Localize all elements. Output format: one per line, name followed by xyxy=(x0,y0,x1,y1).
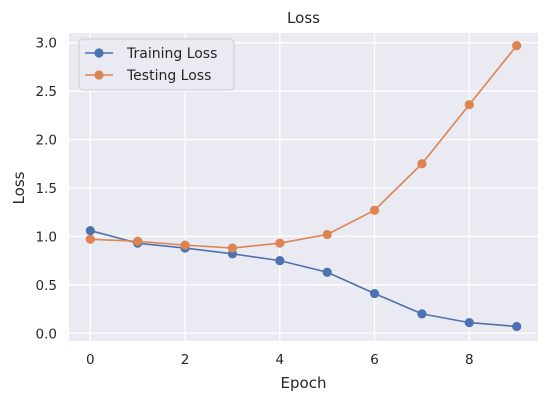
testing-loss-point xyxy=(322,229,332,240)
x-axis-label: Epoch xyxy=(281,374,327,392)
y-tick-label: 2.5 xyxy=(36,84,57,100)
x-tick-label: 2 xyxy=(181,352,190,368)
training-loss-point xyxy=(512,321,522,332)
legend-testing-loss-label: Testing Loss xyxy=(126,68,211,84)
x-tick-label: 8 xyxy=(465,352,474,368)
testing-loss-point xyxy=(275,238,285,248)
y-axis-label: Loss xyxy=(10,171,28,204)
legend-training-loss-marker xyxy=(94,48,104,58)
testing-loss-point xyxy=(369,205,380,215)
testing-loss-point xyxy=(417,159,427,169)
testing-loss-point xyxy=(227,243,238,253)
legend-training-loss-label: Training Loss xyxy=(126,46,217,62)
training-loss-point xyxy=(464,317,474,328)
x-tick-label: 6 xyxy=(370,352,379,368)
y-tick-label: 0.5 xyxy=(36,278,57,294)
testing-loss-point xyxy=(85,234,95,244)
x-tick-label: 4 xyxy=(276,352,285,368)
y-tick-label: 3.0 xyxy=(36,36,57,52)
chart-title: Loss xyxy=(287,9,320,27)
testing-loss-line xyxy=(90,45,518,249)
training-loss-point xyxy=(85,225,95,236)
testing-loss-point xyxy=(512,40,522,51)
legend-testing-loss-marker xyxy=(94,70,104,80)
y-tick-label: 2.0 xyxy=(36,133,57,149)
training-loss-line xyxy=(90,229,517,328)
legend-box xyxy=(78,38,235,91)
y-tick-label: 0.0 xyxy=(36,326,57,342)
x-tick-label: 0 xyxy=(86,352,95,368)
testing-loss-point xyxy=(464,100,474,110)
plot-area: 0 2 4 6 8 0.0 0.5 1.0 1.5 2.0 2.5 3.0 xyxy=(36,33,538,368)
testing-loss-point xyxy=(180,240,190,250)
testing-loss-point xyxy=(133,236,143,246)
y-tick-label: 1.5 xyxy=(36,181,57,197)
training-loss-point xyxy=(417,309,427,319)
training-loss-point xyxy=(369,288,380,299)
legend: Training Loss Testing Loss xyxy=(78,38,235,91)
y-tick-label: 1.0 xyxy=(36,229,57,245)
training-loss-point xyxy=(275,256,285,266)
training-loss-point xyxy=(322,267,332,277)
